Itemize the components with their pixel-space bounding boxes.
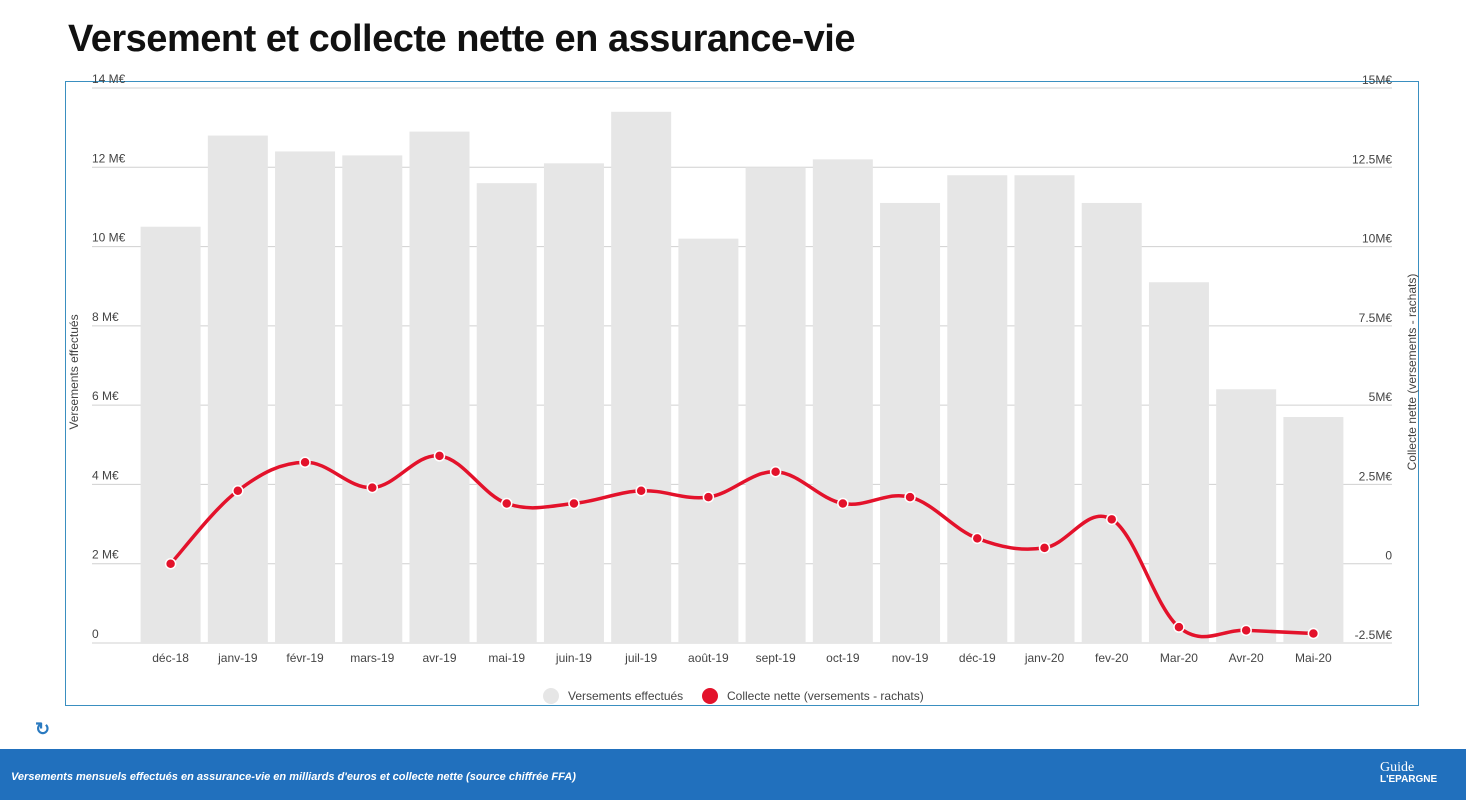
bar-janv-19: [207, 135, 268, 644]
bar-juin-19: [543, 163, 604, 644]
y-right-tick-label: 2.5M€: [1359, 469, 1393, 483]
point-Mar-20: [1173, 621, 1185, 633]
bar-Mai-20: [1283, 417, 1344, 643]
legend-label-collecte: Collecte nette (versements - rachats): [727, 689, 924, 703]
point-juil-19: [635, 485, 647, 497]
point-janv-19: [232, 485, 244, 497]
x-tick-label: juil-19: [624, 651, 657, 665]
x-tick-label: janv-20: [1024, 651, 1065, 665]
y-right-tick-label: 0: [1385, 549, 1392, 563]
bar-juil-19: [611, 111, 672, 644]
bar-nov-19: [880, 202, 941, 643]
legend-marker-versements: [543, 688, 559, 704]
line-collecte-nette: [169, 454, 1314, 639]
bar-Avr-20: [1216, 389, 1277, 643]
point-févr-19: [299, 456, 311, 468]
point-août-19: [702, 491, 715, 503]
bar-fev-20: [1081, 202, 1142, 643]
x-tick-label: mars-19: [350, 651, 394, 665]
point-Mai-20: [1307, 627, 1320, 640]
y-right-tick-label: 7.5M€: [1359, 311, 1393, 325]
y-tick-label: 10 M€: [92, 231, 126, 245]
bar-déc-18: [140, 226, 201, 643]
footer-bar: Versements mensuels effectués en assuran…: [0, 749, 1466, 800]
x-tick-label: janv-19: [217, 651, 258, 665]
x-tick-label: août-19: [688, 651, 729, 665]
x-tick-label: Avr-20: [1229, 651, 1264, 665]
x-tick-label: févr-19: [286, 651, 324, 665]
bar-sept-19: [745, 167, 806, 644]
point-janv-20: [1038, 542, 1051, 554]
chart: 0 2 M€ 4 M€ 6 M€ 8 M€ 10 M€ 12 M€ 14 M€ -2.5M€ 0 2…: [67, 72, 1419, 704]
x-tick-label: déc-18: [152, 651, 189, 665]
x-tick-label: juin-19: [555, 651, 592, 665]
y-right-tick-label: 15M€: [1362, 73, 1392, 87]
point-mai-19: [500, 497, 513, 510]
point-nov-19: [904, 491, 916, 503]
y-tick-label: 6 M€: [92, 389, 119, 403]
y-right-tick-label: 12.5M€: [1352, 152, 1392, 166]
chart-frame: [65, 81, 1419, 706]
x-tick-label: avr-19: [422, 651, 456, 665]
x-tick-label: déc-19: [959, 651, 996, 665]
legend-marker-collecte: [702, 688, 718, 704]
y-right-tick-label: 10M€: [1362, 232, 1392, 246]
point-déc-18: [164, 557, 177, 570]
x-tick-label: oct-19: [826, 651, 860, 665]
x-tick-label: Mar-20: [1160, 651, 1198, 665]
y-right-axis-title: Collecte nette (versements - rachats): [1405, 274, 1419, 471]
point-juin-19: [568, 497, 580, 510]
bar-avr-19: [409, 131, 470, 643]
footer-caption: Versements mensuels effectués en assuran…: [11, 771, 576, 783]
y-right-tick-label: -2.5M€: [1355, 628, 1393, 642]
x-tick-label: fev-20: [1095, 651, 1129, 665]
refresh-icon[interactable]: ↻: [35, 719, 51, 739]
bar-mars-19: [342, 155, 403, 643]
point-avr-19: [433, 450, 446, 462]
y-right-tick-label: 5M€: [1369, 390, 1393, 404]
y-tick-label: 14 M€: [92, 72, 126, 86]
bar-mai-19: [476, 183, 537, 643]
y-tick-label: 4 M€: [92, 468, 119, 482]
bar-Mar-20: [1148, 282, 1209, 643]
point-déc-19: [971, 532, 984, 545]
x-tick-label: mai-19: [488, 651, 525, 665]
x-tick-label: nov-19: [892, 651, 929, 665]
point-fev-20: [1105, 513, 1118, 526]
point-mars-19: [366, 481, 379, 494]
bar-févr-19: [275, 151, 336, 643]
bar-oct-19: [812, 159, 873, 643]
bar-déc-19: [947, 175, 1008, 643]
x-tick-label: sept-19: [756, 651, 796, 665]
bar-janv-20: [1014, 175, 1075, 643]
y-tick-label: 12 M€: [92, 151, 126, 165]
y-tick-label: 2 M€: [92, 548, 119, 562]
y-axis-title: Versements effectués: [67, 314, 81, 429]
y-tick-label: 0: [92, 627, 99, 641]
x-tick-label: Mai-20: [1295, 651, 1332, 665]
bar-août-19: [678, 238, 739, 643]
point-oct-19: [837, 497, 849, 510]
point-Avr-20: [1240, 624, 1252, 637]
point-sept-19: [769, 465, 782, 478]
legend-label-versements: Versements effectués: [568, 689, 683, 703]
y-tick-label: 8 M€: [92, 310, 119, 324]
guide-epargne-logo: Guide L'EPARGNE: [1380, 760, 1438, 785]
page-title: Versement et collecte nette en assurance…: [68, 18, 855, 60]
